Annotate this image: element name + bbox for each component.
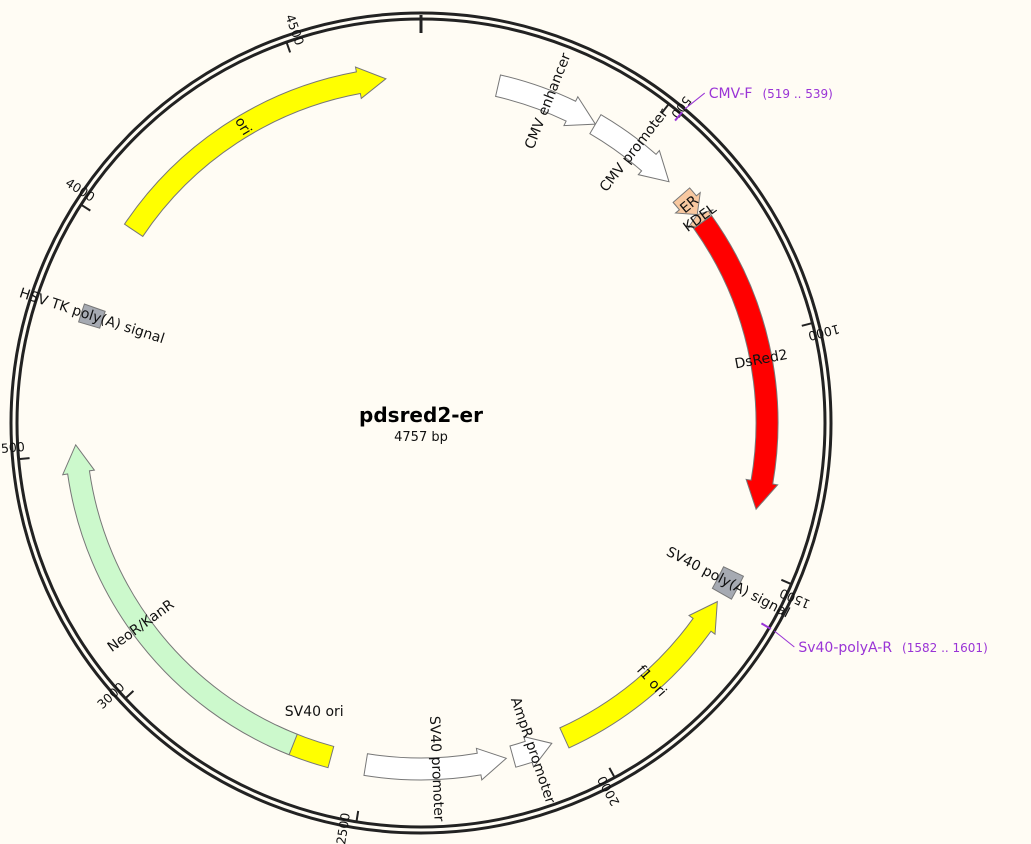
primer-leader	[684, 92, 706, 110]
tick-mark	[661, 103, 670, 114]
tick-mark	[80, 203, 91, 212]
primer-name: CMV-F	[709, 86, 753, 102]
feature-sv40-poly-a-signal: SV40 poly(A) signal	[664, 544, 793, 621]
tick-mark	[608, 767, 616, 779]
feature-shape[interactable]	[692, 214, 779, 511]
tick-mark	[780, 578, 792, 586]
tick-label: 2000	[594, 773, 622, 808]
feature-shape[interactable]	[77, 303, 106, 329]
tick-mark	[285, 41, 292, 53]
primer-leader	[774, 630, 795, 648]
primer-marker	[674, 111, 683, 122]
plasmid-name: pdsred2-er	[359, 403, 483, 427]
primer-range: (519 .. 539)	[762, 87, 832, 101]
feature-shape[interactable]	[589, 113, 670, 183]
feature-cmv-promoter: CMV promoter	[589, 106, 672, 195]
feature-shape[interactable]	[711, 566, 745, 600]
feature-er: ER	[672, 187, 702, 217]
feature-shape[interactable]	[509, 735, 553, 769]
tick-mark	[801, 322, 813, 327]
tick-label: 3500	[0, 439, 25, 457]
feature-label: SV40 poly(A) signal	[664, 544, 793, 621]
feature-label: SV40 ori	[285, 704, 344, 720]
feature-ori: ori	[123, 66, 387, 238]
feature-ampr-promoter: AmpR promoter	[507, 695, 558, 806]
feature-label: HSV TK poly(A) signal	[17, 285, 166, 347]
feature-shape[interactable]	[559, 600, 718, 749]
plasmid-length: 4757 bp	[394, 430, 448, 445]
feature-neor-kanr: NeoR/KanR	[61, 443, 298, 756]
feature-shape[interactable]	[672, 187, 701, 216]
feature-cmv-enhancer: CMV enhancer	[494, 51, 597, 151]
feature-shape[interactable]	[363, 747, 508, 781]
feature-dsred2: DsRed2	[692, 214, 789, 511]
primer-name: Sv40-polyA-R	[798, 640, 892, 656]
tick-mark	[18, 457, 30, 461]
primer-range: (1582 .. 1601)	[902, 641, 988, 655]
primer-layer: CMV-F (519 .. 539) Sv40-polyA-R (1582 .. 16…	[674, 86, 988, 656]
feature-label: SV40 promoter	[426, 716, 447, 823]
feature-hsv-tk-poly-a-signal: HSV TK poly(A) signal	[17, 285, 166, 347]
feature-sv40-promoter: SV40 promoter	[363, 716, 508, 823]
tick-mark	[355, 810, 360, 822]
feature-shape[interactable]	[123, 66, 387, 238]
primer-marker	[760, 622, 772, 630]
tick-label: 2500	[333, 812, 353, 844]
tick-mark	[124, 690, 135, 700]
feature-shape[interactable]	[61, 443, 298, 756]
feature-f1-ori: f1 ori	[559, 600, 718, 749]
primer-sv40-polya-r[interactable]: Sv40-polyA-R (1582 .. 1601)	[760, 622, 988, 656]
backbone-outer-circle	[9, 11, 833, 835]
primer-cmv-f[interactable]: CMV-F (519 .. 539)	[674, 86, 833, 122]
